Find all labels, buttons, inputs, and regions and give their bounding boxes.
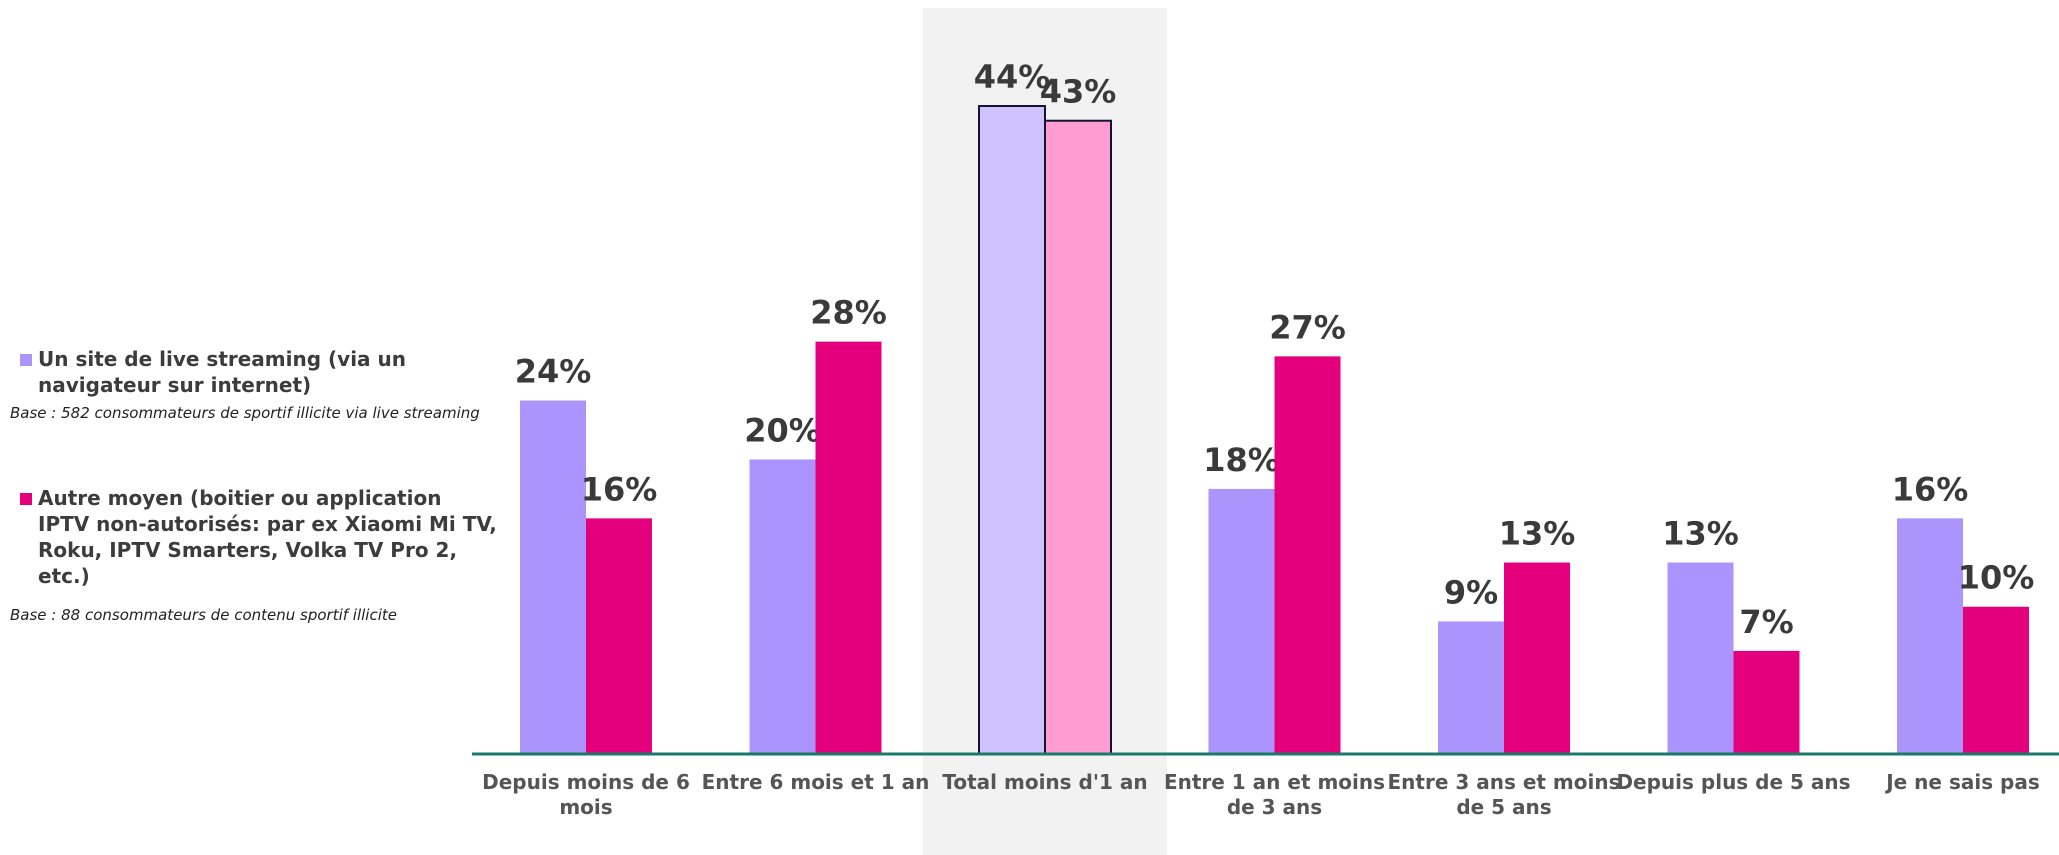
legend-base-autre-moyen: Base : 88 consommateurs de contenu sport… [10,606,397,624]
category-label-5-line1: Entre 3 ans et moins [1388,770,1621,794]
bar-series1-cat5 [1438,621,1504,754]
bar-series2-cat5 [1504,562,1570,754]
category-label-1-line1: Depuis moins de 6 [482,770,690,794]
value-label-series2-cat4: 27% [1269,308,1346,346]
category-label-4-line1: Entre 1 an et moins [1164,770,1385,794]
legend-label-live-streaming: Un site de live streaming (via un naviga… [38,347,406,397]
value-label-series2-cat3: 43% [1040,73,1117,111]
value-label-series2-cat1: 16% [581,470,658,508]
value-label-series2-cat2: 28% [810,294,887,332]
legend-swatch-autre-moyen [20,493,32,505]
bar-series1-cat3 [978,105,1046,755]
value-label-series2-cat7: 10% [1958,559,2035,597]
value-label-series1-cat3: 44% [974,58,1051,96]
bar-series1-cat4 [1208,488,1275,754]
bar-series1-cat1 [520,400,586,754]
legend-base-live-streaming: Base : 582 consommateurs de sportif illi… [10,404,480,422]
bar-series2-cat1 [586,518,652,754]
bar-series2-cat3 [1044,119,1112,755]
category-label-2: Entre 6 mois et 1 an [702,770,930,794]
category-label-7: Je ne sais pas [1884,770,2040,794]
value-label-series1-cat5: 9% [1444,573,1498,611]
bar-series1-cat6 [1667,562,1734,754]
bar-series2-cat6 [1733,650,1800,754]
bar-series1-cat7 [1897,518,1963,754]
value-label-series1-cat4: 18% [1203,441,1280,479]
category-label-5-line2: de 5 ans [1456,795,1551,819]
value-label-series2-cat5: 13% [1499,515,1576,553]
bar-series2-cat7 [1963,606,2029,754]
legend-item-autre-moyen: Autre moyen (boitier ou application IPTV… [20,485,498,589]
category-label-3: Total moins d'1 an [942,770,1147,794]
value-label-series2-cat6: 7% [1739,603,1793,641]
legend-label-autre-moyen: Autre moyen (boitier ou application IPTV… [38,486,497,588]
category-label-6: Depuis plus de 5 ans [1616,770,1850,794]
category-label-1-line2: mois [559,795,612,819]
legend-swatch-live-streaming [20,354,32,366]
legend: Un site de live streaming (via un naviga… [0,0,497,855]
bar-series2-cat2 [815,341,882,754]
category-label-4-line2: de 3 ans [1227,795,1322,819]
bar-series2-cat4 [1274,356,1341,754]
value-label-series1-cat7: 16% [1892,470,1969,508]
value-label-series1-cat2: 20% [744,411,821,449]
bar-series1-cat2 [749,459,816,754]
legend-item-live-streaming: Un site de live streaming (via un naviga… [20,346,498,398]
value-label-series1-cat1: 24% [515,353,592,391]
value-label-series1-cat6: 13% [1662,515,1739,553]
